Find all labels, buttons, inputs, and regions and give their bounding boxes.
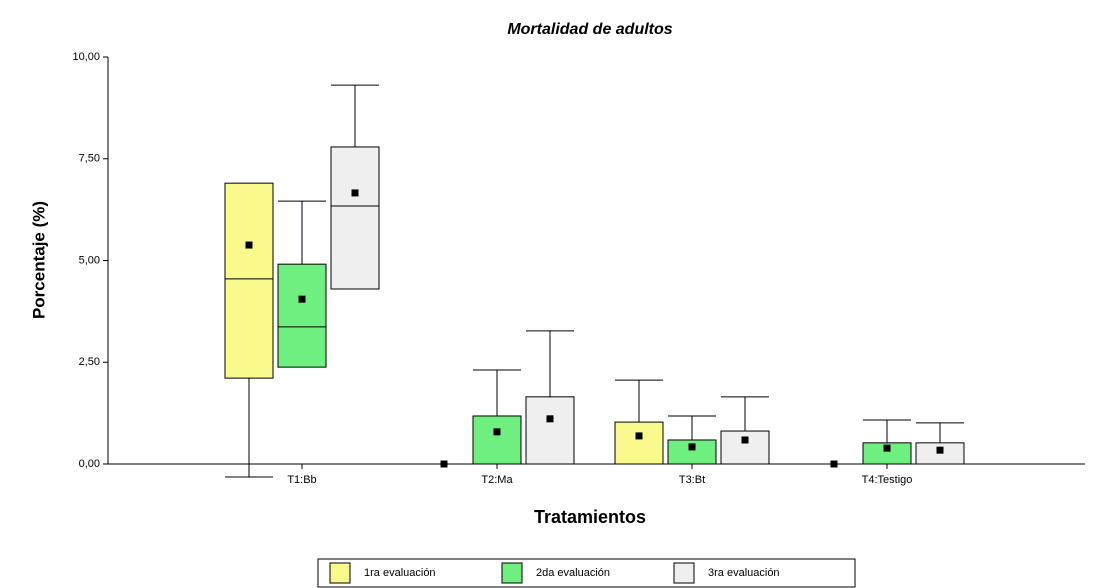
- legend-label: 3ra evaluación: [708, 567, 780, 579]
- x-tick-label: T3:Bt: [679, 474, 705, 486]
- legend-swatch: [501, 562, 523, 584]
- mean: [936, 446, 944, 454]
- x-tick-label: T4:Testigo: [862, 474, 913, 486]
- y-tick-label: 2,50: [79, 356, 100, 368]
- box: [472, 415, 522, 465]
- mean: [830, 460, 838, 468]
- mean: [635, 432, 643, 440]
- mean: [245, 241, 253, 249]
- mean: [741, 436, 749, 444]
- chart-title: Mortalidad de adultos: [507, 21, 672, 38]
- mean: [493, 428, 501, 436]
- box: [224, 182, 274, 379]
- y-tick-label: 7,50: [79, 153, 100, 165]
- box: [525, 396, 575, 465]
- mean: [298, 295, 306, 303]
- mean: [546, 415, 554, 423]
- y-tick-label: 5,00: [79, 254, 100, 266]
- legend-swatch: [673, 562, 695, 584]
- box: [277, 263, 327, 368]
- legend-label: 2da evaluación: [536, 567, 610, 579]
- box: [720, 430, 770, 465]
- legend-box: [317, 558, 856, 588]
- mean: [883, 444, 891, 452]
- x-tick-label: T2:Ma: [481, 474, 513, 486]
- box: [614, 421, 664, 465]
- y-tick-label: 0,00: [79, 458, 100, 470]
- mean: [688, 443, 696, 451]
- mean: [351, 189, 359, 197]
- legend-swatch: [329, 562, 351, 584]
- x-axis-label: Tratamientos: [534, 507, 646, 527]
- legend-label: 1ra evaluación: [364, 567, 436, 579]
- y-axis-label: Porcentaje (%): [29, 201, 48, 319]
- mean: [440, 460, 448, 468]
- y-tick-label: 10,00: [72, 51, 100, 63]
- x-tick-label: T1:Bb: [287, 474, 316, 486]
- box: [330, 146, 380, 290]
